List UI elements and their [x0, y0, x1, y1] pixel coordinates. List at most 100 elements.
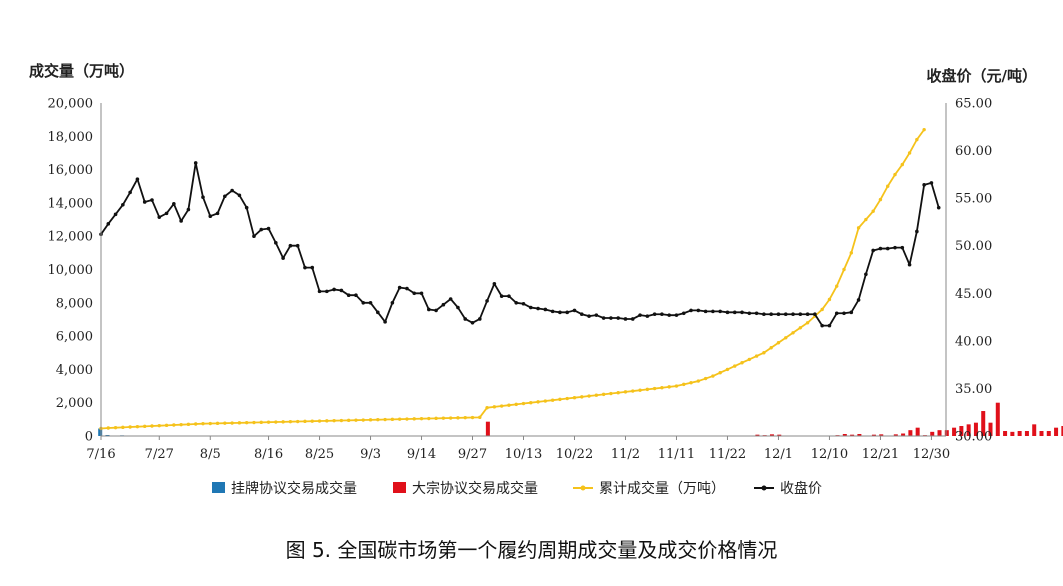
right-tick-label: 65.00 — [955, 97, 992, 112]
close-price-point — [361, 301, 366, 305]
cumulative-volume-point — [113, 425, 118, 430]
close-price-point — [332, 287, 336, 292]
close-price-point — [856, 298, 861, 302]
cumulative-volume-point — [201, 421, 205, 426]
close-price-point — [223, 194, 227, 199]
cumulative-volume-point — [288, 419, 293, 424]
close-price-line — [100, 162, 940, 327]
left-tick-label: 2,000 — [56, 396, 93, 411]
close-price-point — [463, 317, 468, 321]
close-price-point — [193, 161, 198, 165]
x-tick-label: 8/16 — [254, 447, 283, 462]
cumulative-volume-point — [587, 394, 591, 398]
cumulative-volume-point — [492, 405, 497, 409]
block-volume-bar — [1046, 431, 1051, 436]
legend-label: 挂牌协议交易成交量 — [231, 480, 357, 497]
cumulative-volume-point — [682, 382, 686, 387]
close-price-point — [514, 301, 519, 305]
right-tick-label: 45.00 — [955, 287, 992, 302]
block-volume-bar — [981, 411, 986, 436]
cumulative-volume-point — [172, 423, 176, 427]
legend-swatch — [212, 482, 225, 493]
close-price-point — [754, 311, 759, 316]
legend-marker — [761, 485, 767, 491]
close-price-point — [791, 312, 795, 317]
close-price-point — [725, 310, 730, 315]
cumulative-volume-point — [230, 421, 234, 425]
close-price-point — [274, 241, 278, 245]
close-price-point — [558, 310, 562, 315]
x-tick-label: 11/2 — [611, 447, 640, 462]
cumulative-volume-point — [470, 415, 475, 420]
close-price-point — [703, 309, 708, 314]
cumulative-volume-point — [208, 421, 212, 426]
close-price-point — [711, 309, 715, 314]
cumulative-volume-point — [689, 381, 693, 385]
x-tick-label: 9/14 — [407, 447, 436, 462]
legend-swatch — [393, 482, 406, 493]
cumulative-volume-point — [266, 420, 271, 424]
close-price-point — [376, 310, 380, 315]
cumulative-volume-point — [769, 346, 773, 350]
cumulative-volume-point — [223, 421, 227, 425]
close-price-point — [601, 316, 606, 320]
close-price-point — [208, 214, 213, 219]
right-tick-label: 35.00 — [955, 382, 992, 397]
cumulative-volume-point — [478, 415, 482, 420]
x-tick-label: 12/10 — [811, 447, 848, 462]
x-tick-label: 10/13 — [505, 447, 542, 462]
close-price-point — [740, 310, 744, 315]
close-price-point — [201, 195, 205, 199]
cumulative-volume-point — [259, 420, 263, 425]
cumulative-volume-point — [609, 391, 613, 396]
close-price-point — [128, 190, 132, 195]
cumulative-volume-point — [106, 426, 110, 430]
close-price-point — [929, 181, 934, 185]
left-tick-label: 0 — [85, 430, 93, 445]
cumulative-volume-point — [521, 401, 526, 406]
close-price-point — [346, 293, 351, 297]
block-volume-bar — [850, 434, 855, 436]
block-volume-bar — [930, 431, 935, 436]
cumulative-volume-point — [529, 401, 533, 405]
close-price-point — [492, 281, 497, 286]
close-price-point — [317, 289, 322, 294]
cumulative-volume-point — [652, 386, 657, 391]
close-price-point — [915, 229, 919, 234]
close-price-point — [616, 316, 620, 320]
x-tick-label: 8/5 — [200, 447, 221, 462]
close-price-point — [769, 312, 773, 317]
block-volume-bar — [1024, 431, 1029, 436]
close-price-point — [550, 309, 555, 314]
cumulative-volume-point — [448, 416, 453, 420]
cumulative-volume-point — [441, 416, 446, 420]
x-tick-label: 12/21 — [862, 447, 899, 462]
block-volume-bar — [1010, 431, 1015, 436]
cumulative-volume-point — [274, 420, 278, 424]
close-price-point — [135, 177, 140, 181]
block-volume-bar — [485, 421, 490, 436]
right-tick-label: 30.00 — [955, 430, 992, 445]
block-volume-bar — [1039, 431, 1044, 436]
close-price-point — [732, 310, 737, 315]
close-price-point — [885, 246, 890, 251]
close-price-point — [441, 302, 446, 307]
cumulative-volume-point — [434, 416, 438, 421]
close-price-point — [681, 311, 686, 316]
cumulative-volume-point — [711, 374, 715, 378]
left-tick-label: 16,000 — [48, 163, 94, 178]
cumulative-volume-point — [871, 209, 875, 213]
block-volume-bar — [1061, 426, 1063, 436]
left-tick-label: 6,000 — [56, 330, 93, 345]
right-tick-label: 40.00 — [955, 334, 992, 349]
close-price-point — [310, 265, 315, 270]
x-tick-label: 11/22 — [709, 447, 746, 462]
close-price-point — [543, 307, 548, 312]
cumulative-volume-point — [915, 137, 919, 142]
close-price-point — [456, 305, 460, 310]
cumulative-volume-point — [164, 423, 169, 428]
close-price-point — [587, 314, 591, 318]
close-price-point — [893, 245, 897, 250]
x-tick-label: 12/30 — [913, 447, 950, 462]
left-tick-label: 10,000 — [48, 263, 94, 278]
